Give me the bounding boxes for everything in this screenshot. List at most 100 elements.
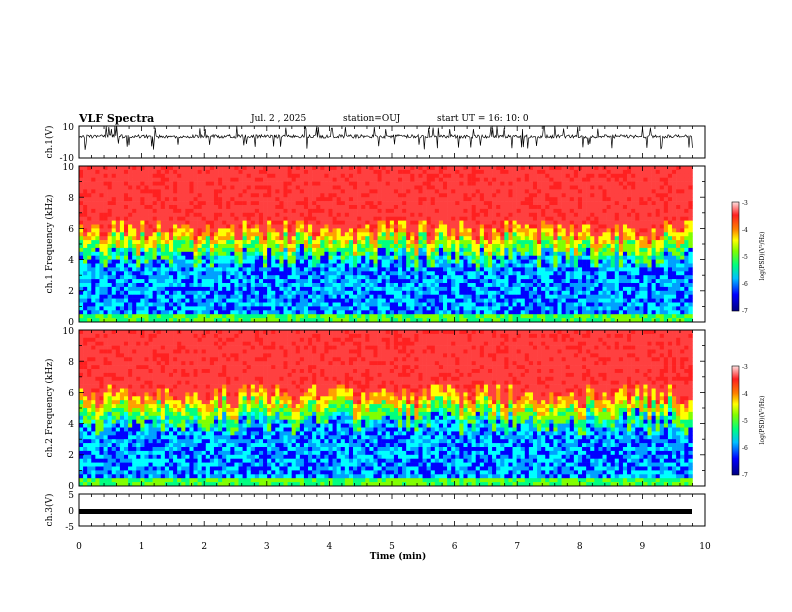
spectrogram-cell [222,318,227,323]
spectrogram-cell [410,189,415,194]
spectrogram-cell [234,318,239,323]
spectrogram-cell [91,232,96,237]
spectrogram-cell [242,298,247,303]
spectrogram-cell [455,286,460,292]
spectrogram-cell [336,177,342,182]
spectrogram-cell [361,251,366,256]
spectrogram-cell [128,263,133,268]
spectrogram-cell [218,224,223,229]
spectrogram-cell [91,240,96,245]
spectrogram-cell [197,244,202,249]
spectrogram-cell [144,228,149,233]
spectrogram-cell [344,290,350,295]
spectrogram-cell [577,224,583,229]
spectrogram-cell [483,224,489,229]
spectrogram-cell [234,271,239,276]
spectrogram-cell [287,247,292,253]
spectrogram-cell [418,177,423,182]
spectrogram-cell [340,267,346,272]
spectrogram-cell [451,216,456,221]
spectrogram-cell [508,247,513,253]
spectrogram-cell [365,216,370,221]
spectrogram-cell [467,302,472,307]
spectrogram-cell [123,275,129,280]
spectrogram-cell [381,294,387,299]
spectrogram-cell [103,251,108,256]
spectrogram-cell [123,294,129,299]
spectrogram-cell [213,166,219,171]
spectrogram-cell [475,193,481,198]
spectrogram-cell [422,275,427,280]
spectrogram-cell [528,302,534,307]
spectrogram-cell [189,279,194,284]
spectrogram-cell [87,224,92,229]
spectrogram-cell [553,173,558,178]
spectrogram-cell [193,290,198,295]
spectrogram-cell [308,216,313,221]
spectrogram-cell [557,314,562,319]
spectrogram-cell [218,247,223,253]
spectrogram-cell [279,290,284,295]
spectrogram-cell [512,201,517,206]
spectrogram-cell [136,298,141,303]
spectrogram-cell [316,205,321,210]
spectrogram-cell [348,220,354,225]
spectrogram-cell [524,228,530,233]
spectrogram-cell [209,294,215,299]
spectrogram-cell [189,201,194,206]
spectrogram-cell [83,283,88,288]
spectrogram-cell [459,263,464,268]
spectrogram-cell [246,232,252,237]
spectrogram-cell [209,173,215,178]
spectrogram-cell [451,173,456,178]
spectrogram-cell [455,259,460,264]
spectrogram-cell [226,294,231,299]
spectrogram-cell [492,177,497,182]
spectrogram-cell [353,220,358,225]
spectrogram-cell [197,314,202,319]
spectrogram-cell [553,302,558,307]
spectrogram-cell [393,251,399,256]
spectrogram-cell [532,236,538,241]
spectrogram-cell [242,212,247,217]
spectrogram-cell [279,197,284,202]
spectrogram-cell [99,251,104,256]
spectrogram-cell [577,310,583,315]
spectrogram-cell [107,255,113,260]
spectrogram-cell [168,259,174,264]
spectrogram-cell [447,236,452,241]
spectrogram-cell [430,286,436,292]
spectrogram-cell [451,294,456,299]
spectrogram-cell [205,173,211,178]
spectrogram-cell [263,177,268,182]
spectrogram-cell [406,240,411,245]
spectrogram-cell [500,286,505,292]
spectrogram-cell [234,286,239,292]
spectrogram-cell [336,181,342,186]
spectrogram-cell [393,224,399,229]
spectrogram-cell [487,201,493,206]
spectrogram-cell [344,177,350,182]
spectrogram-cell [381,240,387,245]
spectrogram-cell [528,263,534,268]
spectrogram-cell [541,298,546,303]
spectrogram-cell [246,201,252,206]
spectrogram-cell [381,251,387,256]
spectrogram-cell [586,169,591,175]
spectrogram-cell [136,283,141,288]
spectrogram-cell [463,279,468,284]
spectrogram-cell [226,318,231,323]
spectrogram-cell [569,271,575,276]
spectrogram-cell [299,302,305,307]
spectrogram-cell [430,271,436,276]
spectrogram-cell [156,169,162,175]
spectrogram-cell [164,244,170,249]
spectrogram-cell [316,244,321,249]
spectrogram-cell [218,275,223,280]
spectrogram-cell [181,220,186,225]
spectrogram-cell [463,201,468,206]
spectrogram-cell [438,173,444,178]
spectrogram-cell [467,240,472,245]
spectrogram-cell [414,271,419,276]
spectrogram-cell [577,240,583,245]
